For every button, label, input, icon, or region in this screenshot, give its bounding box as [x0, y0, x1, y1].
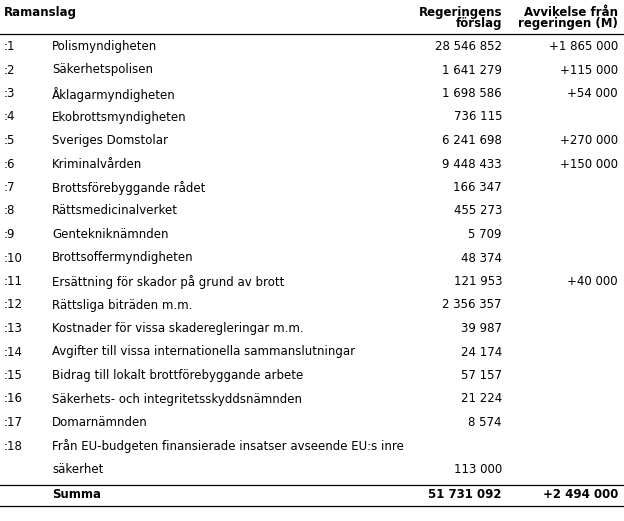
- Text: +115 000: +115 000: [560, 64, 618, 77]
- Text: :1: :1: [4, 40, 16, 53]
- Text: 113 000: 113 000: [454, 463, 502, 476]
- Text: :18: :18: [4, 440, 23, 453]
- Text: 6 241 698: 6 241 698: [442, 134, 502, 147]
- Text: regeringen (M): regeringen (M): [518, 17, 618, 30]
- Text: 51 731 092: 51 731 092: [429, 488, 502, 501]
- Text: :17: :17: [4, 416, 23, 429]
- Text: 455 273: 455 273: [454, 205, 502, 217]
- Text: :5: :5: [4, 134, 16, 147]
- Text: +1 865 000: +1 865 000: [548, 40, 618, 53]
- Text: 2 356 357: 2 356 357: [442, 299, 502, 312]
- Text: :12: :12: [4, 299, 23, 312]
- Text: +54 000: +54 000: [567, 87, 618, 100]
- Text: :3: :3: [4, 87, 16, 100]
- Text: Brottsförebyggande rådet: Brottsförebyggande rådet: [52, 181, 205, 195]
- Text: Rättsliga biträden m.m.: Rättsliga biträden m.m.: [52, 299, 192, 312]
- Text: :13: :13: [4, 322, 23, 335]
- Text: säkerhet: säkerhet: [52, 463, 104, 476]
- Text: :8: :8: [4, 205, 16, 217]
- Text: Säkerhets- och integritetsskyddsnämnden: Säkerhets- och integritetsskyddsnämnden: [52, 392, 302, 405]
- Text: :7: :7: [4, 181, 16, 194]
- Text: +40 000: +40 000: [567, 275, 618, 288]
- Text: :2: :2: [4, 64, 16, 77]
- Text: 736 115: 736 115: [454, 110, 502, 123]
- Text: Summa: Summa: [52, 488, 101, 501]
- Text: Kriminalvården: Kriminalvården: [52, 157, 142, 170]
- Text: 8 574: 8 574: [469, 416, 502, 429]
- Text: +150 000: +150 000: [560, 157, 618, 170]
- Text: Avvikelse från: Avvikelse från: [524, 6, 618, 19]
- Text: Sveriges Domstolar: Sveriges Domstolar: [52, 134, 168, 147]
- Text: :6: :6: [4, 157, 16, 170]
- Text: Kostnader för vissa skaderegleringar m.m.: Kostnader för vissa skaderegleringar m.m…: [52, 322, 304, 335]
- Text: Regeringens: Regeringens: [419, 6, 502, 19]
- Text: Domarnämnden: Domarnämnden: [52, 416, 148, 429]
- Text: 21 224: 21 224: [461, 392, 502, 405]
- Text: Avgifter till vissa internationella sammanslutningar: Avgifter till vissa internationella samm…: [52, 345, 355, 358]
- Text: Rättsmedicinalverket: Rättsmedicinalverket: [52, 205, 178, 217]
- Text: 9 448 433: 9 448 433: [442, 157, 502, 170]
- Text: Ersättning för skador på grund av brott: Ersättning för skador på grund av brott: [52, 275, 285, 289]
- Text: +270 000: +270 000: [560, 134, 618, 147]
- Text: :4: :4: [4, 110, 16, 123]
- Text: +2 494 000: +2 494 000: [543, 488, 618, 501]
- Text: :14: :14: [4, 345, 23, 358]
- Text: Bidrag till lokalt brottförebyggande arbete: Bidrag till lokalt brottförebyggande arb…: [52, 369, 303, 382]
- Text: 1 698 586: 1 698 586: [442, 87, 502, 100]
- Text: 121 953: 121 953: [454, 275, 502, 288]
- Text: :10: :10: [4, 252, 23, 265]
- Text: 24 174: 24 174: [461, 345, 502, 358]
- Text: Från EU-budgeten finansierade insatser avseende EU:s inre: Från EU-budgeten finansierade insatser a…: [52, 440, 404, 453]
- Text: 5 709: 5 709: [469, 228, 502, 241]
- Text: :11: :11: [4, 275, 23, 288]
- Text: 57 157: 57 157: [461, 369, 502, 382]
- Text: 39 987: 39 987: [461, 322, 502, 335]
- Text: Åklagarmyndigheten: Åklagarmyndigheten: [52, 87, 176, 102]
- Text: :16: :16: [4, 392, 23, 405]
- Text: 48 374: 48 374: [461, 252, 502, 265]
- Text: Polismyndigheten: Polismyndigheten: [52, 40, 157, 53]
- Text: Ekobrottsmyndigheten: Ekobrottsmyndigheten: [52, 110, 187, 123]
- Text: :9: :9: [4, 228, 16, 241]
- Text: 1 641 279: 1 641 279: [442, 64, 502, 77]
- Text: förslag: förslag: [456, 17, 502, 30]
- Text: Gentekniknämnden: Gentekniknämnden: [52, 228, 168, 241]
- Text: Ramanslag: Ramanslag: [4, 6, 77, 19]
- Text: :15: :15: [4, 369, 23, 382]
- Text: Säkerhetspolisen: Säkerhetspolisen: [52, 64, 153, 77]
- Text: 166 347: 166 347: [454, 181, 502, 194]
- Text: 28 546 852: 28 546 852: [435, 40, 502, 53]
- Text: Brottsoffermyndigheten: Brottsoffermyndigheten: [52, 252, 193, 265]
